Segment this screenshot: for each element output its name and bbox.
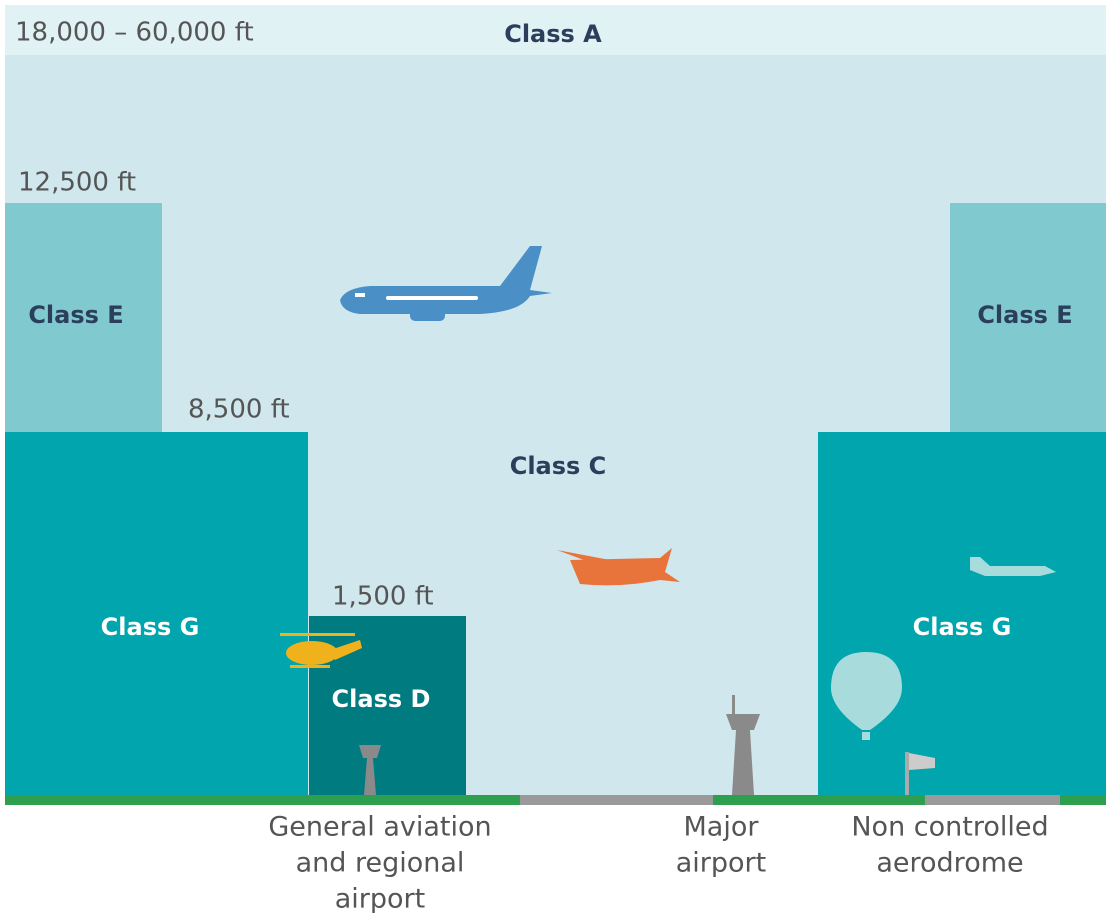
class-label: Class G xyxy=(101,613,200,641)
class-label: Class D xyxy=(332,685,431,713)
altitude-label: 12,500 ft xyxy=(18,168,136,198)
ground-label: Major xyxy=(684,812,760,843)
airspace-diagram: 18,000 – 60,000 ft 12,500 ft 8,500 ft 1,… xyxy=(0,0,1106,919)
class-label: Class E xyxy=(28,301,123,329)
altitude-label: 8,500 ft xyxy=(188,395,290,425)
ground-label: aerodrome xyxy=(876,848,1023,879)
runway xyxy=(520,795,713,805)
class-label: Class C xyxy=(510,452,607,480)
altitude-label: 1,500 ft xyxy=(332,582,434,612)
runway xyxy=(925,795,1060,805)
class-label: Class G xyxy=(913,613,1012,641)
class-label: Class E xyxy=(977,301,1072,329)
ground-label: General aviation xyxy=(268,812,491,843)
class-label: Class A xyxy=(504,20,602,48)
altitude-label: 18,000 – 60,000 ft xyxy=(15,18,254,48)
ground-label: airport xyxy=(335,884,426,915)
ground-label: airport xyxy=(676,848,767,879)
ground-label: Non controlled xyxy=(851,812,1048,843)
ground-label: and regional xyxy=(296,848,465,879)
